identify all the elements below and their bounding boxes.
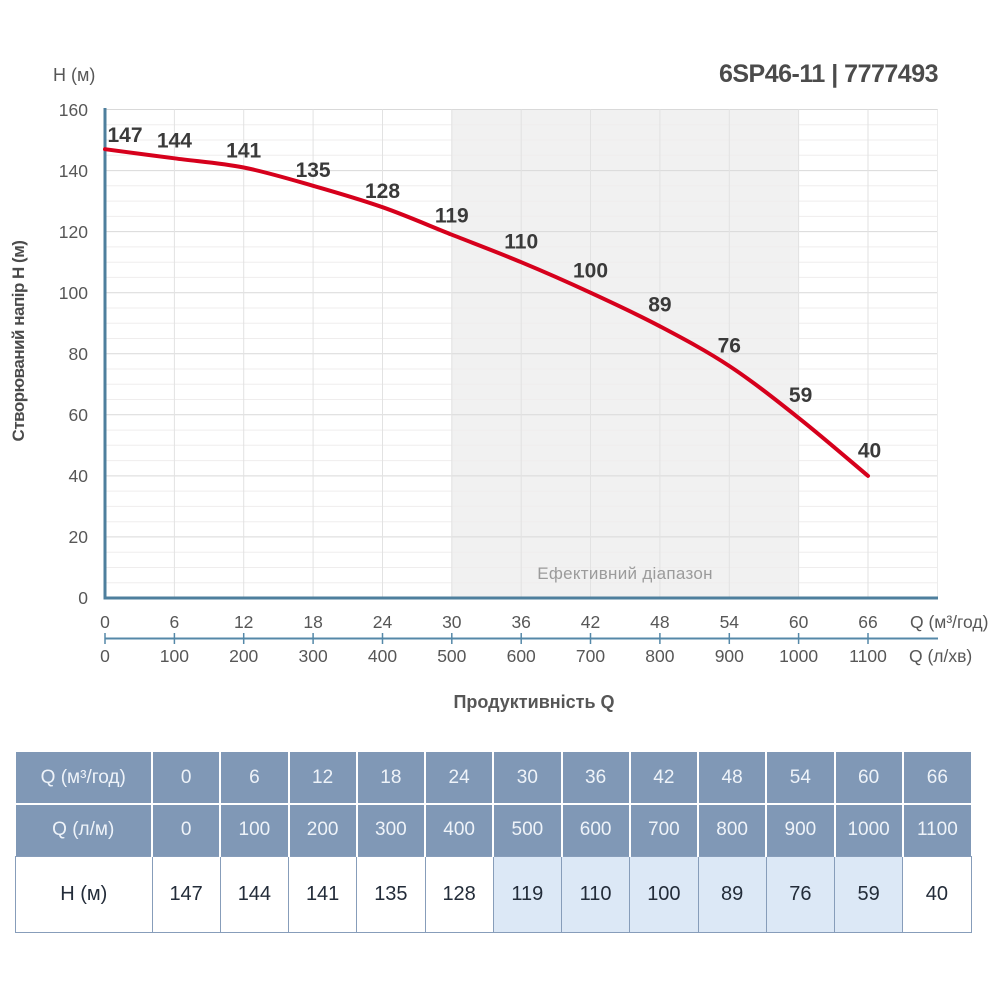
svg-text:900: 900 bbox=[715, 646, 744, 666]
svg-text:66: 66 bbox=[858, 612, 877, 632]
svg-text:76: 76 bbox=[718, 335, 741, 358]
svg-text:100: 100 bbox=[573, 260, 608, 283]
svg-text:119: 119 bbox=[435, 205, 469, 228]
svg-text:20: 20 bbox=[69, 527, 89, 547]
svg-text:0: 0 bbox=[100, 612, 110, 632]
svg-text:400: 400 bbox=[368, 646, 397, 666]
svg-text:30: 30 bbox=[442, 612, 462, 632]
svg-text:0: 0 bbox=[100, 646, 110, 666]
svg-text:100: 100 bbox=[160, 646, 189, 666]
svg-text:80: 80 bbox=[69, 344, 89, 364]
svg-text:144: 144 bbox=[157, 129, 192, 152]
svg-text:60: 60 bbox=[69, 405, 89, 425]
svg-text:Продуктивність Q: Продуктивність Q bbox=[453, 692, 614, 712]
svg-text:18: 18 bbox=[303, 612, 322, 632]
svg-text:Q (м³/год): Q (м³/год) bbox=[910, 612, 988, 632]
svg-text:0: 0 bbox=[78, 588, 88, 608]
svg-text:Створюваний напір H (м): Створюваний напір H (м) bbox=[9, 241, 28, 442]
svg-text:89: 89 bbox=[648, 293, 671, 316]
svg-text:Ефективний діапазон: Ефективний діапазон bbox=[537, 564, 713, 583]
svg-text:6: 6 bbox=[170, 612, 180, 632]
svg-text:128: 128 bbox=[365, 180, 400, 203]
svg-text:40: 40 bbox=[69, 466, 89, 486]
svg-text:300: 300 bbox=[298, 646, 327, 666]
svg-text:110: 110 bbox=[504, 231, 538, 254]
svg-text:120: 120 bbox=[59, 222, 88, 242]
svg-text:141: 141 bbox=[226, 140, 261, 163]
svg-text:59: 59 bbox=[789, 384, 812, 407]
svg-text:48: 48 bbox=[650, 612, 669, 632]
svg-text:1000: 1000 bbox=[779, 646, 818, 666]
svg-text:Q (л/хв): Q (л/хв) bbox=[909, 646, 972, 666]
svg-text:500: 500 bbox=[437, 646, 466, 666]
svg-text:36: 36 bbox=[511, 612, 530, 632]
svg-text:200: 200 bbox=[229, 646, 258, 666]
svg-text:H (м): H (м) bbox=[53, 65, 95, 85]
svg-text:700: 700 bbox=[576, 646, 605, 666]
svg-text:147: 147 bbox=[107, 124, 142, 147]
svg-text:160: 160 bbox=[59, 100, 88, 120]
svg-text:1100: 1100 bbox=[849, 646, 887, 666]
svg-text:12: 12 bbox=[234, 612, 253, 632]
svg-text:40: 40 bbox=[858, 439, 881, 462]
svg-text:135: 135 bbox=[296, 159, 331, 182]
svg-text:24: 24 bbox=[373, 612, 393, 632]
svg-text:54: 54 bbox=[720, 612, 740, 632]
svg-text:600: 600 bbox=[507, 646, 536, 666]
svg-text:800: 800 bbox=[645, 646, 674, 666]
svg-text:42: 42 bbox=[581, 612, 600, 632]
svg-text:140: 140 bbox=[59, 161, 88, 181]
svg-text:100: 100 bbox=[59, 283, 88, 303]
svg-text:60: 60 bbox=[789, 612, 809, 632]
